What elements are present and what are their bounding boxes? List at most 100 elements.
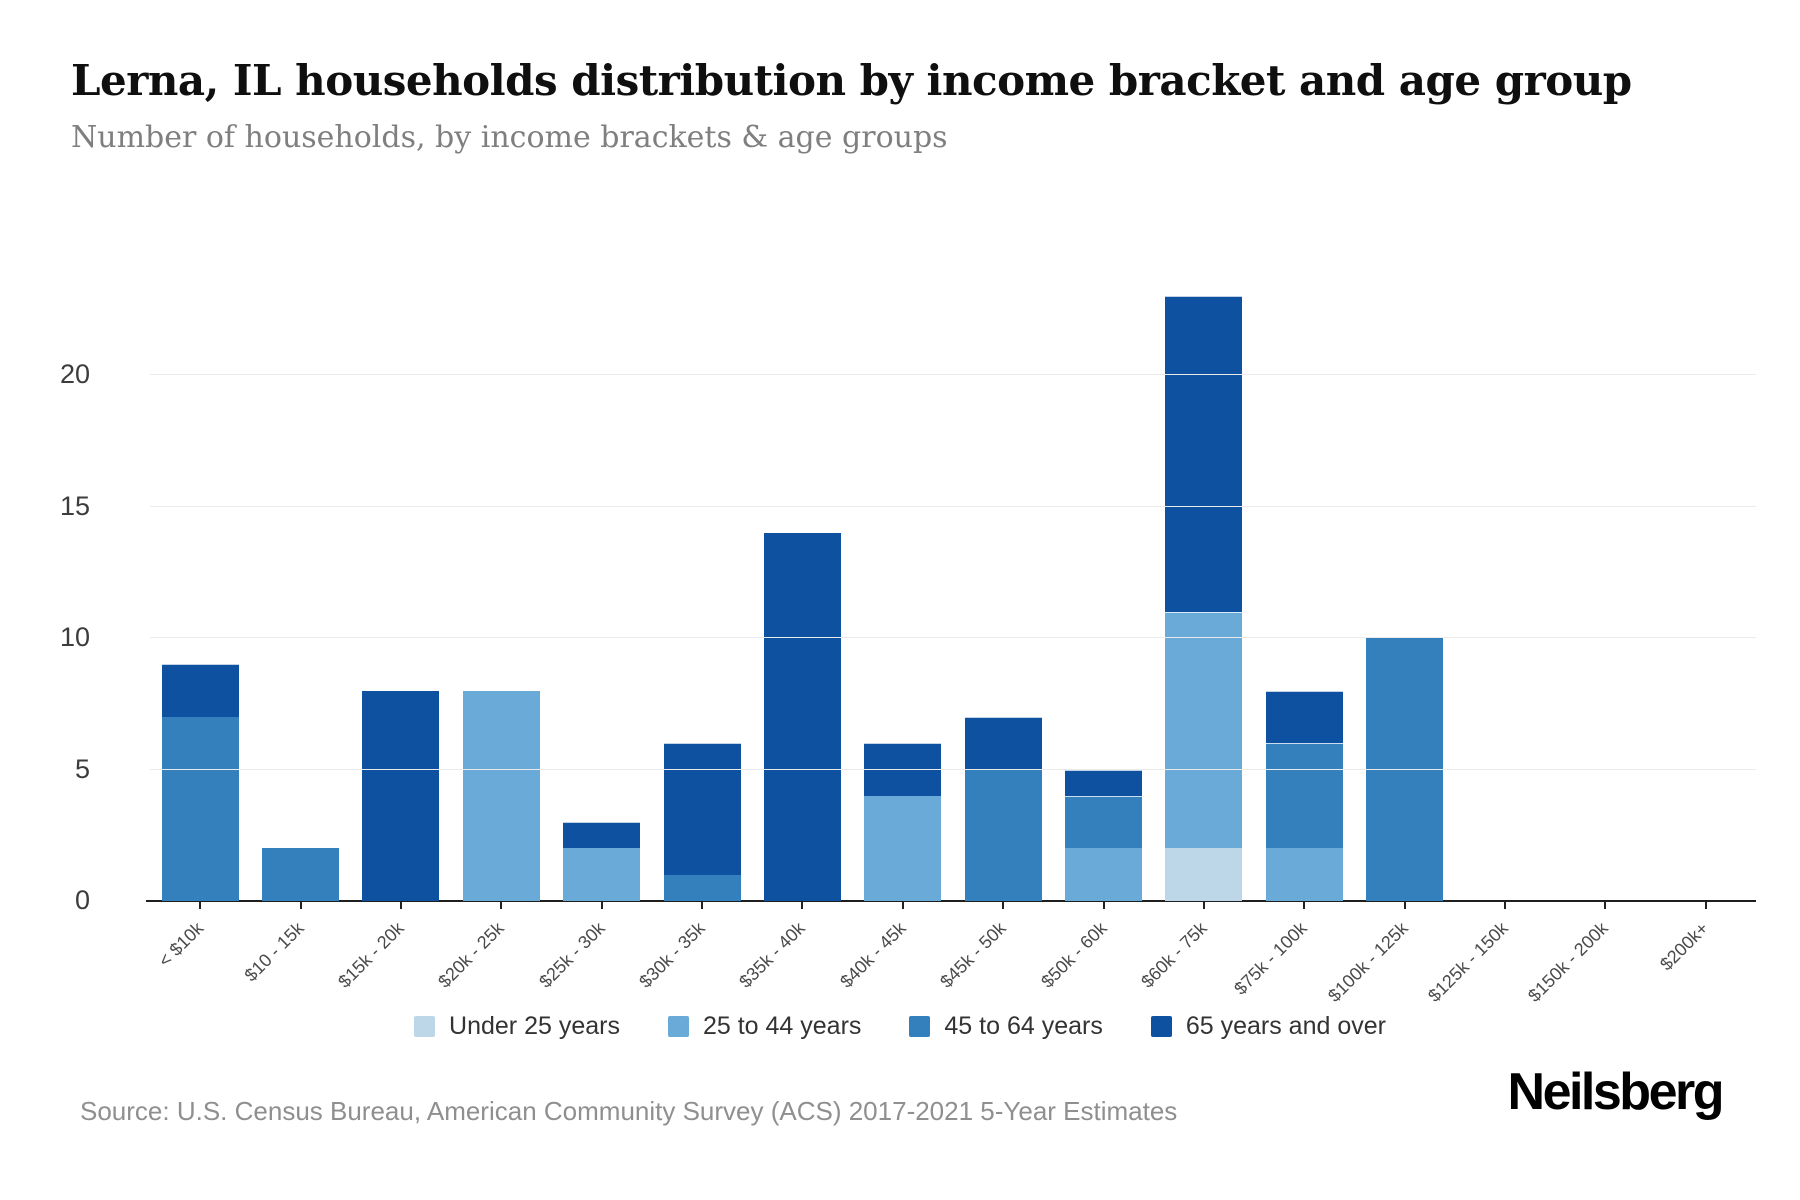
y-tick-label: 0 (74, 885, 90, 915)
source-attribution: Source: U.S. Census Bureau, American Com… (80, 1096, 1178, 1126)
x-tick-label: $15k - 20k (334, 918, 408, 992)
x-tick-label: $10 - 15k (240, 918, 308, 986)
bar-column: $75k - 100k (1230, 250, 1354, 999)
x-axis-tick (1102, 902, 1105, 909)
bar-segment (1265, 743, 1343, 849)
bar-segment (1366, 638, 1444, 901)
bar-segment (161, 716, 239, 901)
bar-segment (1065, 769, 1143, 796)
x-tick-label: $200k+ (1656, 918, 1713, 975)
stacked-bar (362, 690, 440, 901)
x-axis-tick (1704, 902, 1707, 909)
stacked-bar (462, 690, 540, 901)
y-tick-label: 20 (59, 359, 90, 389)
stacked-bar (1065, 769, 1143, 901)
chart-subtitle: Number of households, by income brackets… (71, 120, 948, 155)
x-axis-tick (399, 902, 402, 909)
x-tick-label: $30k - 35k (635, 918, 709, 992)
legend-item[interactable]: Under 25 years (414, 1012, 620, 1041)
x-axis-tick (600, 902, 603, 909)
gridline-y-5 (150, 768, 1756, 770)
x-axis-tick (701, 902, 704, 909)
bar-column: $10 - 15k (240, 250, 350, 985)
legend-item[interactable]: 65 years and over (1150, 1012, 1386, 1041)
legend-item[interactable]: 25 to 44 years (667, 1012, 861, 1041)
bar-segment (763, 532, 841, 901)
bar-segment (1265, 690, 1343, 744)
legend-swatch-icon (1150, 1016, 1172, 1037)
bar-segment (1165, 611, 1243, 849)
x-axis-tick (1604, 902, 1607, 909)
bar-segment (161, 664, 239, 717)
bar-segment (964, 769, 1042, 901)
stacked-bar (1366, 638, 1444, 901)
chart-title: Lerna, IL households distribution by inc… (71, 56, 1632, 105)
x-axis-tick (801, 902, 804, 909)
x-tick-label: < $10k (154, 918, 207, 971)
bar-column: $40k - 45k (836, 250, 953, 992)
bar-segment (362, 690, 440, 901)
bar-segment (864, 795, 942, 901)
legend-swatch-icon (667, 1016, 689, 1037)
bar-column: $60k - 75k (1137, 250, 1254, 992)
bar-column: $30k - 35k (635, 250, 752, 992)
bar-segment (1165, 848, 1243, 901)
x-axis-tick (1504, 902, 1507, 909)
y-tick-label: 10 (59, 622, 90, 652)
legend-label: 45 to 64 years (944, 1012, 1103, 1040)
bar-column: $45k - 50k (936, 250, 1053, 992)
x-axis-tick (299, 902, 302, 909)
bar-segment (864, 743, 942, 796)
gridline-y-10 (150, 637, 1756, 638)
bar-column: < $10k (150, 250, 250, 971)
bar-column: $125k - 150k (1424, 250, 1555, 1006)
bar-column: $100k - 125k (1324, 250, 1455, 1006)
chart-legend: Under 25 years 25 to 44 years 45 to 64 yea… (0, 1012, 1800, 1041)
bar-column: $35k - 40k (736, 250, 852, 992)
legend-item[interactable]: 45 to 64 years (909, 1012, 1103, 1041)
x-tick-label: $75k - 100k (1230, 918, 1312, 999)
bar-column: $25k - 30k (535, 250, 652, 992)
x-tick-label: $150k - 200k (1524, 918, 1613, 1006)
stacked-bar (964, 716, 1042, 901)
x-tick-label: $25k - 30k (534, 918, 609, 992)
bar-column: $150k - 200k (1524, 250, 1655, 1006)
legend-label: 65 years and over (1185, 1012, 1386, 1040)
x-axis-tick (1202, 902, 1205, 909)
stacked-bar (563, 822, 641, 901)
stacked-bar (864, 743, 942, 901)
stacked-bar (1165, 296, 1243, 901)
bar-segment (563, 848, 641, 901)
gridline-y-20 (150, 374, 1756, 375)
bar-segment (1165, 296, 1243, 612)
x-axis-tick (199, 902, 202, 909)
stacked-bar (663, 743, 741, 901)
brand-logo: Neilsberg (1507, 1063, 1725, 1121)
bar-segment (663, 743, 741, 875)
stacked-bar (763, 532, 841, 901)
bar-column: $50k - 60k (1037, 250, 1153, 992)
x-axis-tick (1303, 902, 1306, 909)
bar-segment (563, 822, 641, 849)
x-tick-label: $45k - 50k (936, 918, 1010, 992)
x-tick-label: $20k - 25k (434, 918, 509, 992)
x-axis-line (146, 900, 1756, 902)
bar-segment (262, 848, 340, 901)
x-tick-label: $100k - 125k (1323, 918, 1412, 1006)
stacked-bar (262, 848, 340, 901)
x-axis-tick (1002, 902, 1005, 909)
stacked-bar (1265, 690, 1343, 901)
legend-label: Under 25 years (449, 1012, 620, 1040)
bar-segment (663, 874, 741, 901)
bars-container: < $10k $10 - 15k $15k - 20k $20k - 25k $25k … (150, 250, 1756, 1006)
bar-column: $200k+ (1656, 250, 1756, 974)
x-axis-tick (500, 902, 503, 909)
stacked-bar (161, 664, 239, 901)
x-tick-label: $40k - 45k (835, 918, 910, 992)
x-tick-label: $60k - 75k (1137, 918, 1211, 992)
bar-column: $15k - 20k (334, 250, 451, 992)
x-tick-label: $125k - 150k (1424, 918, 1512, 1006)
bar-segment (964, 716, 1042, 770)
legend-swatch-icon (909, 1016, 931, 1037)
y-tick-label: 15 (59, 490, 90, 521)
